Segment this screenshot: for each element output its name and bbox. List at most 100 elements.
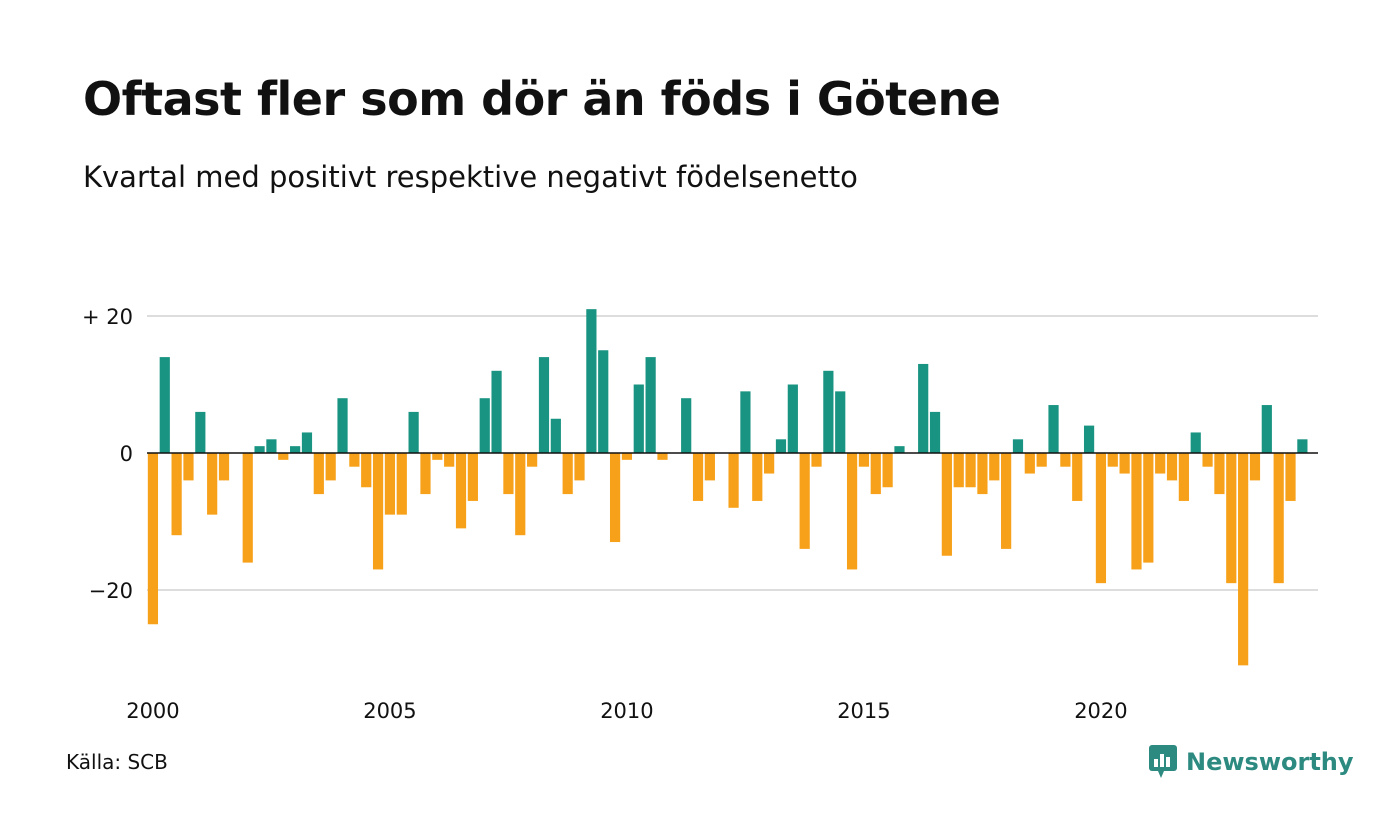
bar-positive (586, 309, 597, 453)
source-note: Källa: SCB (66, 750, 168, 774)
bar-negative (953, 453, 964, 488)
bar-negative (609, 453, 621, 543)
bar-negative (1060, 453, 1071, 467)
bar-negative (396, 453, 407, 515)
x-tick-label: 2010 (600, 699, 653, 723)
bar-negative (704, 453, 715, 481)
bar-positive (479, 398, 490, 453)
bar-positive (823, 370, 834, 453)
x-axis-ticks: 2000 2005 2010 2015 2020 (126, 699, 1127, 723)
x-tick-label: 2000 (126, 699, 179, 723)
bar-negative (1001, 453, 1012, 549)
bar-positive (894, 446, 905, 453)
bar-positive (159, 357, 170, 453)
bar-positive (266, 439, 277, 453)
bar-negative (1131, 453, 1142, 570)
x-tick-label: 2005 (363, 699, 416, 723)
y-axis-ticks: + 20 0 −20 (82, 305, 133, 603)
bar-negative (846, 453, 858, 570)
bar-negative (858, 453, 870, 467)
bar-negative (1238, 453, 1249, 666)
bar-negative (1155, 453, 1166, 474)
bar-negative (527, 453, 538, 467)
bar-negative (171, 453, 182, 536)
bar-negative (278, 453, 289, 460)
bar-negative (1285, 453, 1296, 501)
x-tick-label: 2015 (837, 699, 890, 723)
bar-negative (977, 453, 988, 495)
bar-negative (811, 453, 822, 467)
bar-negative (1107, 453, 1118, 467)
bar-negative (1119, 453, 1130, 474)
bar-negative (965, 453, 976, 488)
bar-positive (254, 446, 265, 453)
bar-negative (870, 453, 881, 495)
bar-chart: + 20 0 −20 2000 2005 2010 2015 2020 (82, 305, 1318, 723)
newsworthy-logo-icon (1149, 745, 1177, 778)
bar-negative (218, 453, 230, 481)
bar-positive (598, 350, 609, 453)
bar-positive (1261, 405, 1272, 453)
bar-positive (645, 357, 656, 453)
bar-negative (467, 453, 478, 501)
bar-negative (752, 453, 763, 501)
bar-negative (1036, 453, 1047, 467)
bar-negative (503, 453, 514, 495)
y-tick-label: 0 (120, 442, 133, 466)
bar-negative (1095, 453, 1107, 584)
bar-negative (361, 453, 372, 488)
bar-negative (420, 453, 431, 495)
bar-positive (1297, 439, 1308, 453)
grid-lines (147, 315, 1318, 591)
bar-positive (491, 370, 502, 453)
bar-negative (562, 453, 573, 495)
bar-negative (1226, 453, 1237, 584)
bar-positive (1190, 432, 1201, 453)
bar-negative (444, 453, 455, 467)
bar-negative (207, 453, 218, 515)
bar-negative (515, 453, 526, 536)
bar-positive (929, 411, 941, 453)
bar-negative (1024, 453, 1035, 474)
bar-negative (455, 453, 467, 529)
newsworthy-logo-text: Newsworthy (1186, 748, 1354, 776)
x-tick-label: 2020 (1074, 699, 1127, 723)
bar-negative (349, 453, 360, 467)
bar-negative (692, 453, 704, 501)
bar-negative (1178, 453, 1189, 501)
bar-negative (1249, 453, 1261, 481)
bar-negative (764, 453, 775, 474)
bar-positive (195, 411, 206, 453)
bar-negative (728, 453, 739, 508)
bar-negative (621, 453, 633, 460)
y-tick-label: −20 (89, 579, 133, 603)
bar-positive (290, 446, 301, 453)
bar-negative (1143, 453, 1154, 563)
bar-positive (633, 384, 644, 453)
bar-negative (1166, 453, 1178, 481)
bar-negative (372, 453, 384, 570)
newsworthy-logo: Newsworthy (1148, 744, 1354, 780)
bar-negative (432, 453, 443, 460)
bar-negative (1214, 453, 1225, 495)
bar-positive (538, 357, 550, 453)
bar-positive (1083, 425, 1095, 453)
bar-positive (301, 432, 313, 453)
bar-negative (1273, 453, 1284, 584)
bar-positive (835, 391, 846, 453)
bar-positive (681, 398, 692, 453)
chart-title: Oftast fler som dör än föds i Götene (83, 72, 1001, 126)
bar-positive (787, 384, 798, 453)
bar-negative (882, 453, 893, 488)
bar-negative (574, 453, 585, 481)
bar-positive (1048, 405, 1059, 453)
bar-positive (550, 418, 561, 453)
bar-positive (337, 398, 348, 453)
bar-positive (740, 391, 751, 453)
bar-negative (1202, 453, 1213, 467)
bar-negative (657, 453, 668, 460)
bar-negative (1072, 453, 1083, 501)
bar-positive (408, 411, 419, 453)
bar-negative (183, 453, 194, 481)
bar-negative (799, 453, 810, 549)
